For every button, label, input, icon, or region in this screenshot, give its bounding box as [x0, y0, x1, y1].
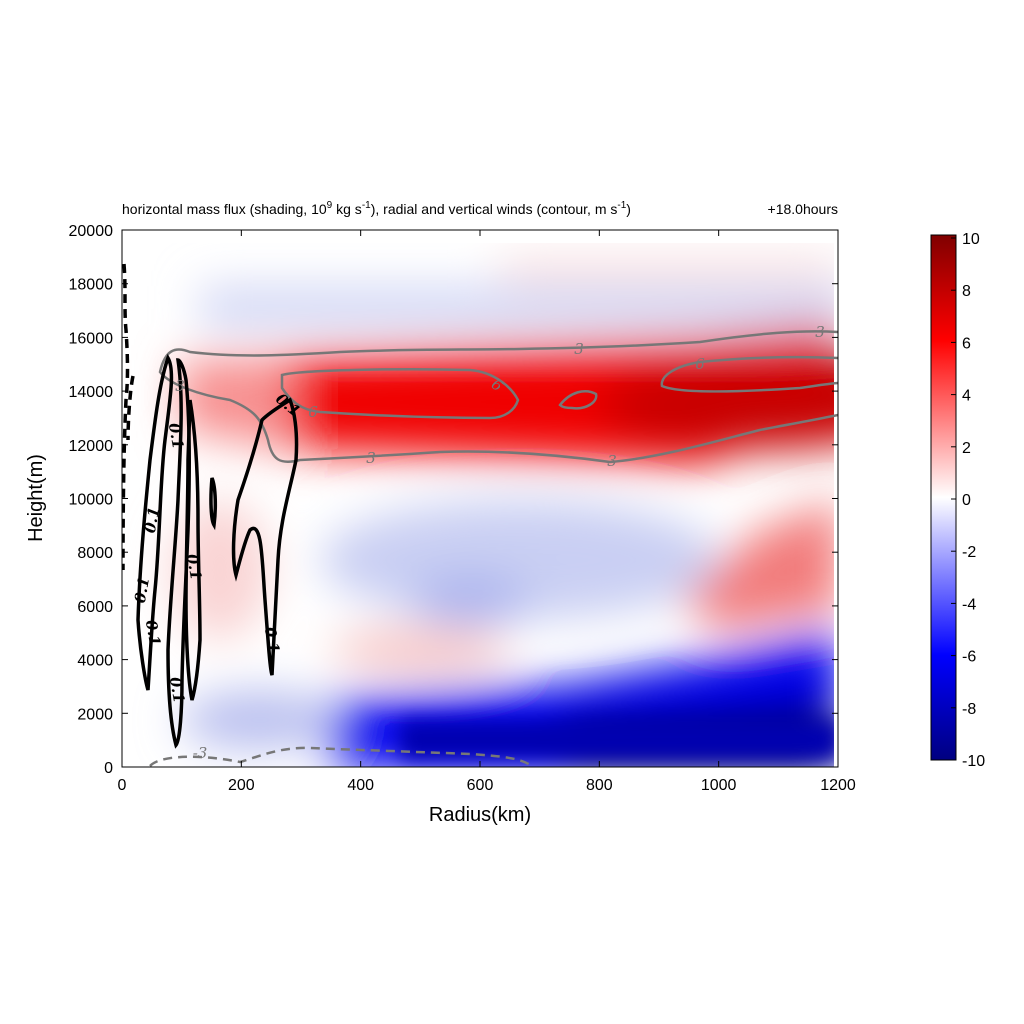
contour-vertical-0.1	[136, 353, 299, 749]
colorbar-tick-label: 8	[962, 283, 971, 300]
vw-contour-5	[231, 397, 299, 676]
shade-mid-pink	[330, 628, 510, 672]
contour-label: 3	[574, 340, 584, 358]
y-tick-label: 14000	[69, 384, 114, 401]
colorbar-tick-label: -2	[962, 544, 976, 561]
y-tick-label: 2000	[77, 706, 113, 723]
mass-flux-detail	[400, 720, 838, 760]
y-tick-label: 18000	[69, 277, 114, 294]
contour-label: 0.1	[261, 626, 283, 655]
colorbar-gradient	[930, 234, 957, 761]
x-axis: 0 200 400 600 800 1000 1200	[118, 230, 856, 794]
x-axis-label: Radius(km)	[429, 804, 531, 826]
colorbar-tick-label: -4	[962, 596, 976, 613]
shade-midlevel-outflow	[680, 500, 838, 630]
x-tick-label: 400	[347, 777, 374, 794]
shade-bl-band	[400, 720, 838, 760]
colorbar-tick-label: 6	[962, 335, 971, 352]
x-tick-label: 1000	[701, 777, 737, 794]
contour-radial-6c	[558, 390, 598, 410]
vw-contour-dashed	[122, 263, 130, 571]
shade-mid-inflow-2	[410, 575, 530, 625]
shade-bl-weak	[180, 690, 340, 750]
vw-contour-4	[209, 477, 218, 531]
vw-contour-3	[184, 399, 202, 701]
y-tick-label: 20000	[69, 223, 114, 240]
contour-radial-6b	[660, 355, 838, 393]
contour-label: 0.1	[183, 553, 205, 582]
y-tick-label: 12000	[69, 438, 114, 455]
colorbar-tick-label: -6	[962, 649, 976, 666]
x-tick-label: 1200	[820, 777, 856, 794]
colorbar-tick-label: -8	[962, 701, 976, 718]
y-tick-label: 10000	[69, 492, 114, 509]
contour-label: 0.1	[141, 506, 163, 535]
y-axis-label: Height(m)	[25, 454, 47, 542]
contours	[122, 263, 838, 767]
colorbar-tick-label: 4	[962, 388, 971, 405]
contour-label: 6	[308, 403, 318, 421]
contour-label: 6	[695, 355, 705, 373]
contour-label: 3	[815, 323, 825, 341]
contour-radial-neg3	[149, 746, 531, 767]
contour-label: 0.1	[142, 619, 164, 648]
contour-label: 0.1	[166, 676, 188, 705]
colorbar-ticks: 10 8 6 4 2 0 -2 -4 -6 -8 -10	[951, 231, 985, 770]
contour-label: 3	[175, 377, 185, 395]
contour-label: 0.1	[131, 576, 153, 605]
y-tick-label: 6000	[77, 599, 113, 616]
y-axis: 0 2000 4000 6000 8000 10000 12000 14000 16000 180…	[69, 223, 838, 777]
plot-area	[122, 230, 838, 767]
contour-radial-6	[280, 367, 520, 420]
colorbar-tick-label: 0	[962, 492, 971, 509]
vw-contour-1	[136, 353, 174, 691]
contour-label: 3	[366, 449, 376, 467]
y-tick-label: 4000	[77, 653, 113, 670]
data-edge-top	[122, 230, 838, 243]
x-tick-label: 200	[228, 777, 255, 794]
colorbar-tick-label: 2	[962, 440, 971, 457]
chart-title: horizontal mass flux (shading, 109 kg s-…	[122, 200, 631, 217]
contour-label: -3	[193, 744, 208, 762]
colorbar-tick-label: -10	[962, 753, 985, 770]
colorbar: 10 8 6 4 2 0 -2 -4 -6 -8 -10	[930, 231, 985, 770]
shade-outflow-mid	[600, 360, 838, 450]
colorbar-tick-label: 10	[962, 231, 980, 248]
shade-upper-inflow	[200, 285, 838, 330]
y-tick-label: 16000	[69, 330, 114, 347]
shade-top-pink	[500, 255, 838, 285]
x-tick-label: 0	[118, 777, 127, 794]
x-tick-label: 600	[467, 777, 494, 794]
shade-eyewall-pink	[170, 500, 270, 640]
x-tick-label: 800	[586, 777, 613, 794]
y-tick-label: 0	[104, 760, 113, 777]
vw-contour-dashed-2	[126, 375, 135, 441]
y-tick-label: 8000	[77, 545, 113, 562]
contour-label: 0.1	[165, 422, 187, 451]
contour-radial-3	[158, 330, 838, 464]
time-label: +18.0hours	[768, 201, 838, 217]
contour-label: 3	[607, 452, 617, 470]
